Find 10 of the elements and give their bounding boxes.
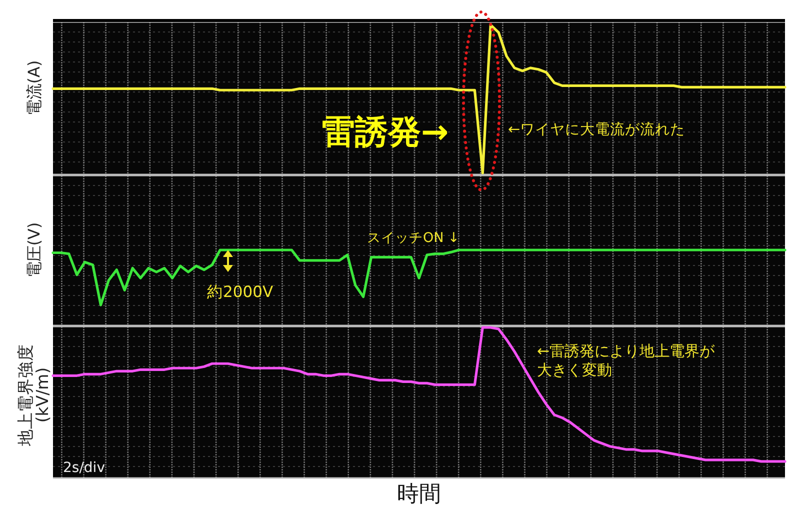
y-axis-title: 電流(A)	[24, 60, 44, 116]
text: スイッチON ↓	[367, 230, 460, 246]
x-axis-title: 時間	[397, 482, 441, 507]
annotation: 2s/div	[63, 460, 105, 476]
annotation: 約2000V	[207, 283, 274, 301]
annotation: ←ワイヤに大電流が流れた	[508, 121, 686, 138]
annotation: 雷誘発→	[322, 112, 449, 151]
y-axis-title: 地上電界強度(kV/m)	[16, 344, 52, 447]
annotation: ←雷誘発により地上電界が大きく変動	[537, 342, 716, 379]
y-axis-title: 電圧(V)	[24, 222, 44, 278]
